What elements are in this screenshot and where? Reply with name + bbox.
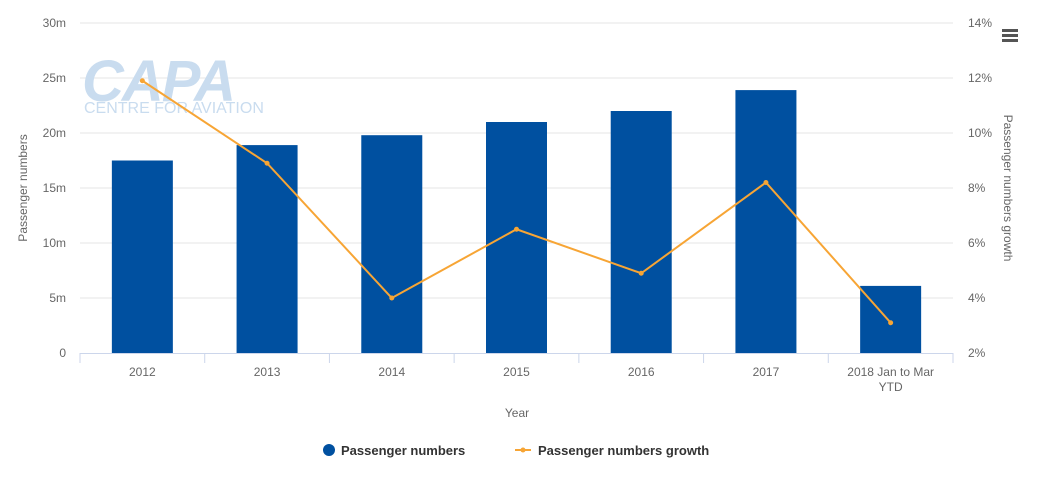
line-series [139,78,894,326]
y-tick-label-left: 15m [43,181,66,195]
bar[interactable] [111,160,173,354]
x-tick-label: 2013 [254,365,281,379]
y-tick-label-left: 25m [43,71,66,85]
y-axis-left: 0 5m 10m 15m 20m 25m 30m [43,16,67,360]
x-tick-label: 2014 [378,365,405,379]
bar[interactable] [236,145,298,353]
bar[interactable] [486,122,547,353]
y-tick-label-right: 14% [968,16,992,30]
bar[interactable] [610,111,672,353]
legend-marker-circle-icon [323,444,335,456]
y-tick-label-left: 0 [59,346,66,360]
y-tick-label-right: 10% [968,126,992,140]
bar[interactable] [735,90,797,353]
watermark-logo-text: CAPA [82,49,234,114]
legend-label: Passenger numbers growth [538,443,709,458]
growth-point[interactable] [389,295,395,301]
x-tick-label: 2017 [753,365,780,379]
x-tick-label: 2015 [503,365,530,379]
legend-label: Passenger numbers [341,443,465,458]
watermark-sub-text: CENTRE FOR AVIATION [84,100,264,117]
x-tick-label: 2018 Jan to Mar YTD [847,365,934,394]
y-tick-label-right: 8% [968,181,986,195]
y-axis-right: 2% 4% 6% 8% 10% 12% 14% [968,16,992,360]
y-tick-label-left: 10m [43,236,66,250]
bar[interactable] [860,285,922,353]
y-axis-title-left: Passenger numbers [16,134,30,241]
y-tick-label-right: 6% [968,236,986,250]
growth-point[interactable] [763,180,769,185]
growth-point[interactable] [514,226,519,232]
growth-point[interactable] [888,320,894,326]
x-tick-label: 2012 [129,365,156,379]
y-axis-title-right: Passenger numbers growth [1001,115,1015,262]
export-menu-button[interactable] [998,24,1022,44]
x-tick-label: 2016 [628,365,655,379]
y-tick-label-right: 4% [968,291,986,305]
y-tick-label-right: 2% [968,346,986,360]
legend-item-passenger-numbers[interactable]: Passenger numbers [323,443,465,458]
y-tick-label-left: 20m [43,126,66,140]
bar[interactable] [361,135,423,353]
legend-item-passenger-numbers-growth[interactable]: Passenger numbers growth [515,443,709,458]
x-axis: 2012 2013 2014 2015 2016 2017 2018 Jan to Mar Y… [79,353,954,394]
capa-watermark-logo: CAPA CENTRE FOR AVIATION [82,49,264,117]
legend-marker-point-icon [520,447,526,453]
x-axis-title: Year [505,406,529,420]
growth-point[interactable] [638,270,644,276]
growth-point[interactable] [264,160,270,166]
growth-point[interactable] [139,78,145,84]
hamburger-menu-icon [1002,29,1018,42]
y-tick-label-left: 5m [49,291,66,305]
y-tick-label-left: 30m [43,16,66,30]
bar-series [111,90,922,354]
y-tick-label-right: 12% [968,71,992,85]
legend: Passenger numbers Passenger numbers growt… [323,443,709,458]
